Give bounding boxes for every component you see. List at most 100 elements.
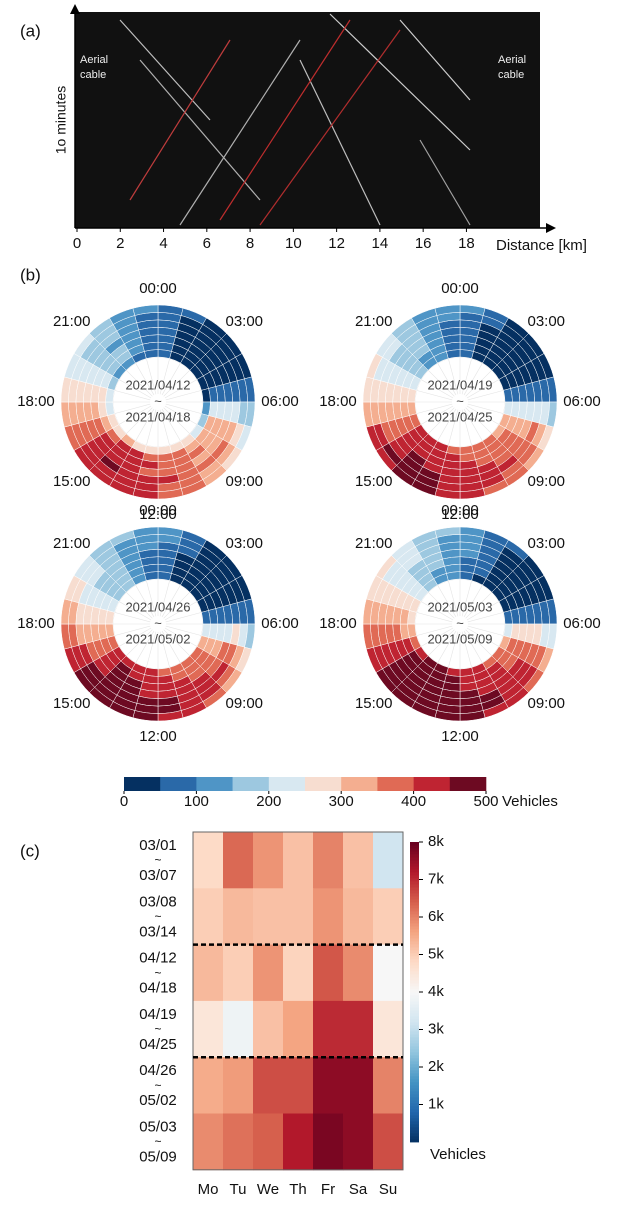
colorbar-step	[410, 1037, 419, 1040]
heat-cell	[253, 1114, 283, 1171]
colorbar-bin	[124, 777, 161, 791]
colorbar-tick-label: 300	[329, 793, 354, 810]
colorbar-step	[410, 971, 419, 974]
colorbar-step	[410, 1022, 419, 1025]
date-mark: ~	[456, 615, 464, 630]
colorbar-step	[410, 986, 419, 989]
colorbar-step	[410, 956, 419, 959]
heat-cell	[313, 945, 343, 1002]
heat-cell	[313, 1057, 343, 1114]
x-tick-label: 4	[159, 235, 167, 252]
colorbar-step	[410, 1124, 419, 1127]
colorbar-bin	[341, 777, 378, 791]
colorbar-bin	[269, 777, 306, 791]
heat-cell	[373, 1001, 403, 1058]
colorbar-bin	[377, 777, 414, 791]
row-end: 03/14	[139, 923, 177, 940]
colorbar-tick-label: 2k	[428, 1058, 444, 1075]
colorbar-bin	[196, 777, 233, 791]
colorbar-tick-label: 5k	[428, 945, 444, 962]
hour-label: 18:00	[17, 393, 55, 410]
colorbar-step	[410, 1025, 419, 1028]
colorbar-step	[410, 1052, 419, 1055]
colorbar-step	[410, 1046, 419, 1049]
row-start: 04/12	[139, 950, 177, 967]
hour-label: 06:00	[261, 615, 299, 632]
row-mark: ~	[154, 909, 161, 923]
colorbar-step	[410, 1127, 419, 1130]
heat-cell	[343, 888, 373, 945]
hour-label: 12:00	[139, 728, 177, 745]
colorbar-step	[410, 920, 419, 923]
date-end: 2021/04/18	[125, 409, 190, 424]
row-mark: ~	[154, 966, 161, 980]
colorbar-step	[410, 932, 419, 935]
row-mark: ~	[154, 1135, 161, 1149]
colorbar-tick-label: 1k	[428, 1095, 444, 1112]
x-tick-label: 18	[458, 235, 475, 252]
heat-cell	[253, 945, 283, 1002]
figure: (a)024681012141618Distance [km]1o minute…	[0, 0, 619, 1204]
date-end: 2021/05/02	[125, 631, 190, 646]
colorbar-step	[410, 1004, 419, 1007]
x-tick-label: 2	[116, 235, 124, 252]
colorbar-step	[410, 1010, 419, 1013]
column-label: We	[257, 1181, 279, 1198]
colorbar-step	[410, 974, 419, 977]
hour-label: 21:00	[53, 535, 91, 552]
heat-cell	[343, 1114, 373, 1171]
y-axis-label: 1o minutes	[53, 86, 69, 154]
colorbar-bin	[305, 777, 342, 791]
heat-cell	[193, 1057, 223, 1114]
colorbar-step	[410, 1049, 419, 1052]
hour-label: 03:00	[527, 313, 565, 330]
colorbar-tick-label: 100	[184, 793, 209, 810]
colorbar-step	[410, 1019, 419, 1022]
hour-label: 00:00	[139, 502, 177, 519]
hour-label: 06:00	[563, 393, 601, 410]
row-end: 04/25	[139, 1036, 177, 1053]
colorbar-step	[410, 1040, 419, 1043]
waterfall-image	[75, 12, 540, 228]
colorbar-step	[410, 1073, 419, 1076]
colorbar-step	[410, 1103, 419, 1106]
hour-label: 15:00	[355, 695, 393, 712]
colorbar-step	[410, 875, 419, 878]
colorbar-step	[410, 923, 419, 926]
hour-label: 03:00	[225, 535, 263, 552]
colorbar-step	[410, 941, 419, 944]
colorbar-step	[410, 977, 419, 980]
heat-cell	[283, 945, 313, 1002]
colorbar-step	[410, 1082, 419, 1085]
colorbar-label: Vehicles	[502, 793, 558, 810]
date-mark: ~	[154, 615, 162, 630]
colorbar-tick-label: 3k	[428, 1020, 444, 1037]
row-start: 04/19	[139, 1006, 177, 1023]
colorbar-step	[410, 989, 419, 992]
heat-cell	[253, 1057, 283, 1114]
colorbar-step	[410, 968, 419, 971]
colorbar-tick-label: 6k	[428, 908, 444, 925]
heat-cell	[373, 888, 403, 945]
colorbar-step	[410, 1079, 419, 1082]
colorbar-step	[410, 1070, 419, 1073]
column-label: Fr	[321, 1181, 335, 1198]
hour-label: 09:00	[225, 473, 263, 490]
colorbar-bin	[450, 777, 487, 791]
row-mark: ~	[154, 1078, 161, 1092]
annotation: cable	[80, 69, 106, 81]
page: {"chart_data": [ {"type": "image", "labe…	[0, 0, 619, 1204]
heat-cell	[193, 1114, 223, 1171]
hour-label: 21:00	[355, 313, 393, 330]
colorbar-step	[410, 845, 419, 848]
annotation: Aerial	[498, 54, 526, 66]
colorbar-step	[410, 1076, 419, 1079]
heat-cell	[283, 1114, 313, 1171]
colorbar-step	[410, 848, 419, 851]
colorbar-step	[410, 854, 419, 857]
heat-cell	[223, 1057, 253, 1114]
colorbar-step	[410, 959, 419, 962]
colorbar-bin	[160, 777, 197, 791]
colorbar-step	[410, 902, 419, 905]
colorbar-step	[410, 1064, 419, 1067]
